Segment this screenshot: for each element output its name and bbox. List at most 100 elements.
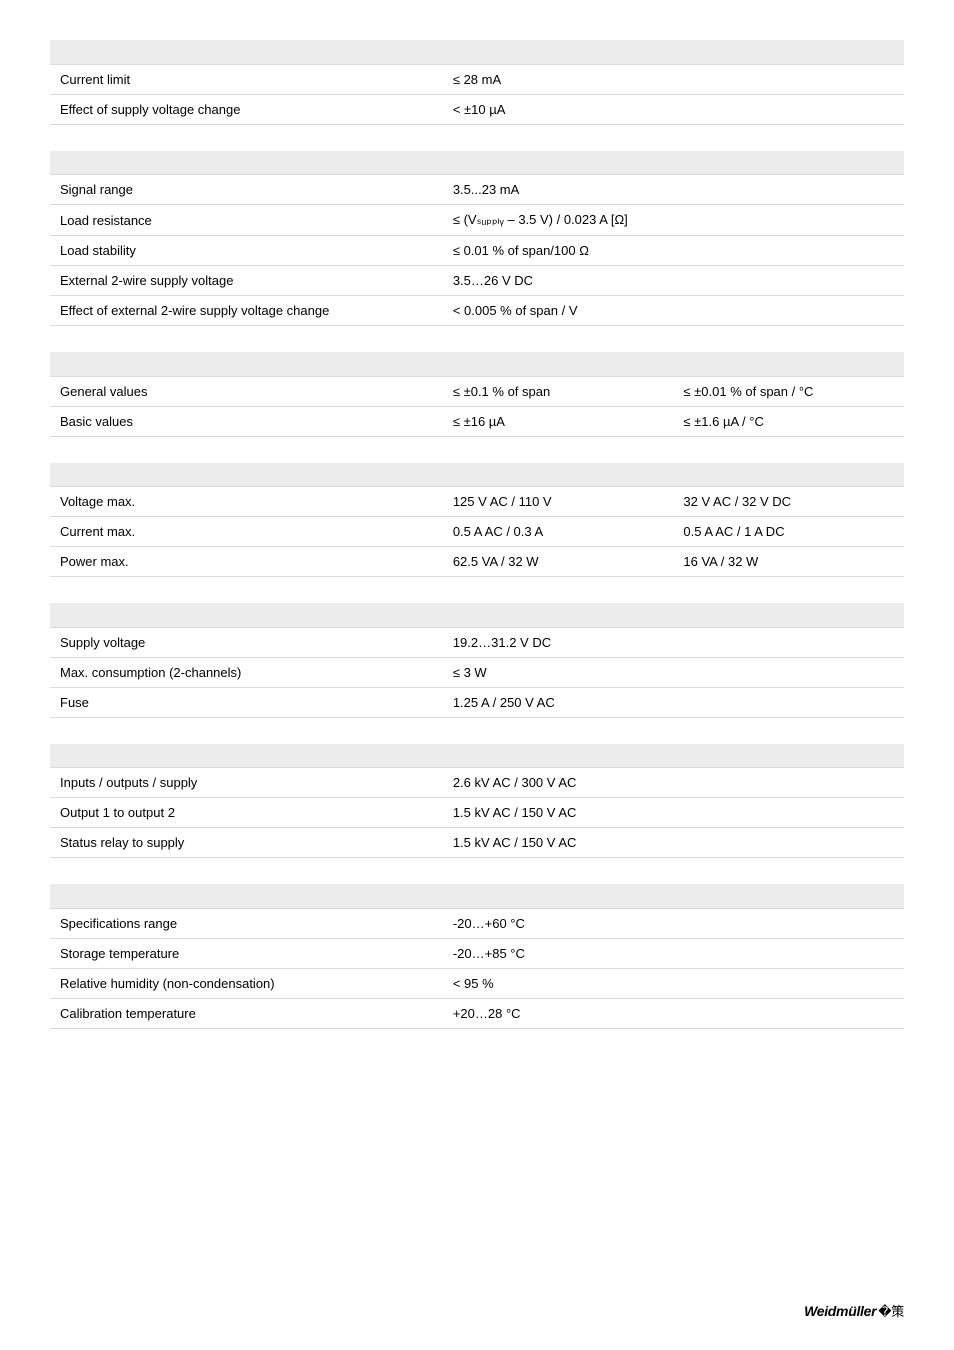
row-label: Effect of supply voltage change	[50, 94, 443, 124]
spec-table: Specifications range-20…+60 °CStorage te…	[50, 884, 904, 1029]
table-row: Current limit≤ 28 mA	[50, 64, 904, 94]
row-label: Output 1 to output 2	[50, 798, 443, 828]
table-row: External 2-wire supply voltage3.5…26 V D…	[50, 266, 904, 296]
table-row: Fuse1.25 A / 250 V AC	[50, 687, 904, 717]
row-label: Basic values	[50, 406, 443, 436]
row-label: Inputs / outputs / supply	[50, 768, 443, 798]
row-value: 1.5 kV AC / 150 V AC	[443, 828, 904, 858]
table-row: Output 1 to output 21.5 kV AC / 150 V AC	[50, 798, 904, 828]
table-row: General values≤ ±0.1 % of span≤ ±0.01 % …	[50, 376, 904, 406]
row-value: 62.5 VA / 32 W	[443, 547, 674, 577]
row-value: ≤ 28 mA	[443, 64, 904, 94]
row-value: 0.5 A AC / 1 A DC	[673, 517, 904, 547]
row-value: 0.5 A AC / 0.3 A	[443, 517, 674, 547]
row-value: 3.5…26 V DC	[443, 266, 904, 296]
row-value: ≤ ±16 µA	[443, 406, 674, 436]
header-cell	[443, 744, 904, 768]
header-cell	[443, 151, 904, 175]
row-label: Current max.	[50, 517, 443, 547]
brand-symbol: �策	[878, 1304, 904, 1319]
table-row: Signal range3.5...23 mA	[50, 175, 904, 205]
table-row: Supply voltage19.2…31.2 V DC	[50, 627, 904, 657]
header-cell	[50, 744, 443, 768]
row-value: 125 V AC / 110 V	[443, 487, 674, 517]
row-value: < 0.005 % of span / V	[443, 296, 904, 326]
header-cell	[673, 352, 904, 376]
row-label: Status relay to supply	[50, 828, 443, 858]
row-value: 16 VA / 32 W	[673, 547, 904, 577]
row-label: Relative humidity (non-condensation)	[50, 968, 443, 998]
row-value: 32 V AC / 32 V DC	[673, 487, 904, 517]
table-header-row	[50, 603, 904, 627]
table-header-row	[50, 40, 904, 64]
table-header-row	[50, 884, 904, 908]
header-cell	[50, 884, 443, 908]
row-value: ≤ (Vₛᵤₚₚₗᵧ – 3.5 V) / 0.023 A [Ω]	[443, 205, 904, 236]
header-cell	[50, 151, 443, 175]
row-value: ≤ ±1.6 µA / °C	[673, 406, 904, 436]
brand-text: Weidmüller	[804, 1303, 876, 1319]
table-row: Calibration temperature+20…28 °C	[50, 998, 904, 1028]
row-label: Power max.	[50, 547, 443, 577]
table-row: Current max.0.5 A AC / 0.3 A0.5 A AC / 1…	[50, 517, 904, 547]
header-cell	[50, 40, 443, 64]
table-row: Specifications range-20…+60 °C	[50, 908, 904, 938]
table-row: Voltage max.125 V AC / 110 V32 V AC / 32…	[50, 487, 904, 517]
row-value: ≤ 3 W	[443, 657, 904, 687]
table-row: Basic values≤ ±16 µA≤ ±1.6 µA / °C	[50, 406, 904, 436]
table-row: Effect of supply voltage change< ±10 µA	[50, 94, 904, 124]
table-row: Inputs / outputs / supply2.6 kV AC / 300…	[50, 768, 904, 798]
table-row: Power max.62.5 VA / 32 W16 VA / 32 W	[50, 547, 904, 577]
tables-container: Current limit≤ 28 mAEffect of supply vol…	[50, 40, 904, 1029]
row-value: -20…+60 °C	[443, 908, 904, 938]
spec-table: Inputs / outputs / supply2.6 kV AC / 300…	[50, 744, 904, 859]
spec-table: General values≤ ±0.1 % of span≤ ±0.01 % …	[50, 352, 904, 437]
row-label: Signal range	[50, 175, 443, 205]
row-value: -20…+85 °C	[443, 938, 904, 968]
row-label: Load resistance	[50, 205, 443, 236]
spec-table: Signal range3.5...23 mALoad resistance≤ …	[50, 151, 904, 327]
row-label: Voltage max.	[50, 487, 443, 517]
row-value: +20…28 °C	[443, 998, 904, 1028]
table-row: Load stability≤ 0.01 % of span/100 Ω	[50, 236, 904, 266]
row-value: < 95 %	[443, 968, 904, 998]
spec-table: Current limit≤ 28 mAEffect of supply vol…	[50, 40, 904, 125]
row-value: 3.5...23 mA	[443, 175, 904, 205]
row-label: Effect of external 2-wire supply voltage…	[50, 296, 443, 326]
header-cell	[673, 463, 904, 487]
table-row: Max. consumption (2-channels)≤ 3 W	[50, 657, 904, 687]
table-row: Effect of external 2-wire supply voltage…	[50, 296, 904, 326]
spec-table: Voltage max.125 V AC / 110 V32 V AC / 32…	[50, 463, 904, 578]
header-cell	[50, 603, 443, 627]
row-label: Current limit	[50, 64, 443, 94]
row-label: Calibration temperature	[50, 998, 443, 1028]
header-cell	[50, 352, 443, 376]
row-value: < ±10 µA	[443, 94, 904, 124]
row-value: 2.6 kV AC / 300 V AC	[443, 768, 904, 798]
header-cell	[443, 603, 904, 627]
table-header-row	[50, 744, 904, 768]
row-value: 1.5 kV AC / 150 V AC	[443, 798, 904, 828]
row-value: ≤ ±0.1 % of span	[443, 376, 674, 406]
row-value: ≤ ±0.01 % of span / °C	[673, 376, 904, 406]
header-cell	[50, 463, 443, 487]
row-label: Fuse	[50, 687, 443, 717]
table-row: Status relay to supply1.5 kV AC / 150 V …	[50, 828, 904, 858]
table-header-row	[50, 352, 904, 376]
row-label: Specifications range	[50, 908, 443, 938]
row-value: ≤ 0.01 % of span/100 Ω	[443, 236, 904, 266]
row-label: Max. consumption (2-channels)	[50, 657, 443, 687]
table-header-row	[50, 151, 904, 175]
spec-table: Supply voltage19.2…31.2 V DCMax. consump…	[50, 603, 904, 718]
row-label: General values	[50, 376, 443, 406]
header-cell	[443, 352, 674, 376]
header-cell	[443, 463, 674, 487]
header-cell	[443, 884, 904, 908]
header-cell	[443, 40, 904, 64]
footer-brand: Weidmüller�策	[804, 1301, 904, 1320]
row-label: Load stability	[50, 236, 443, 266]
table-row: Relative humidity (non-condensation)< 95…	[50, 968, 904, 998]
table-row: Load resistance≤ (Vₛᵤₚₚₗᵧ – 3.5 V) / 0.0…	[50, 205, 904, 236]
row-label: Storage temperature	[50, 938, 443, 968]
table-header-row	[50, 463, 904, 487]
